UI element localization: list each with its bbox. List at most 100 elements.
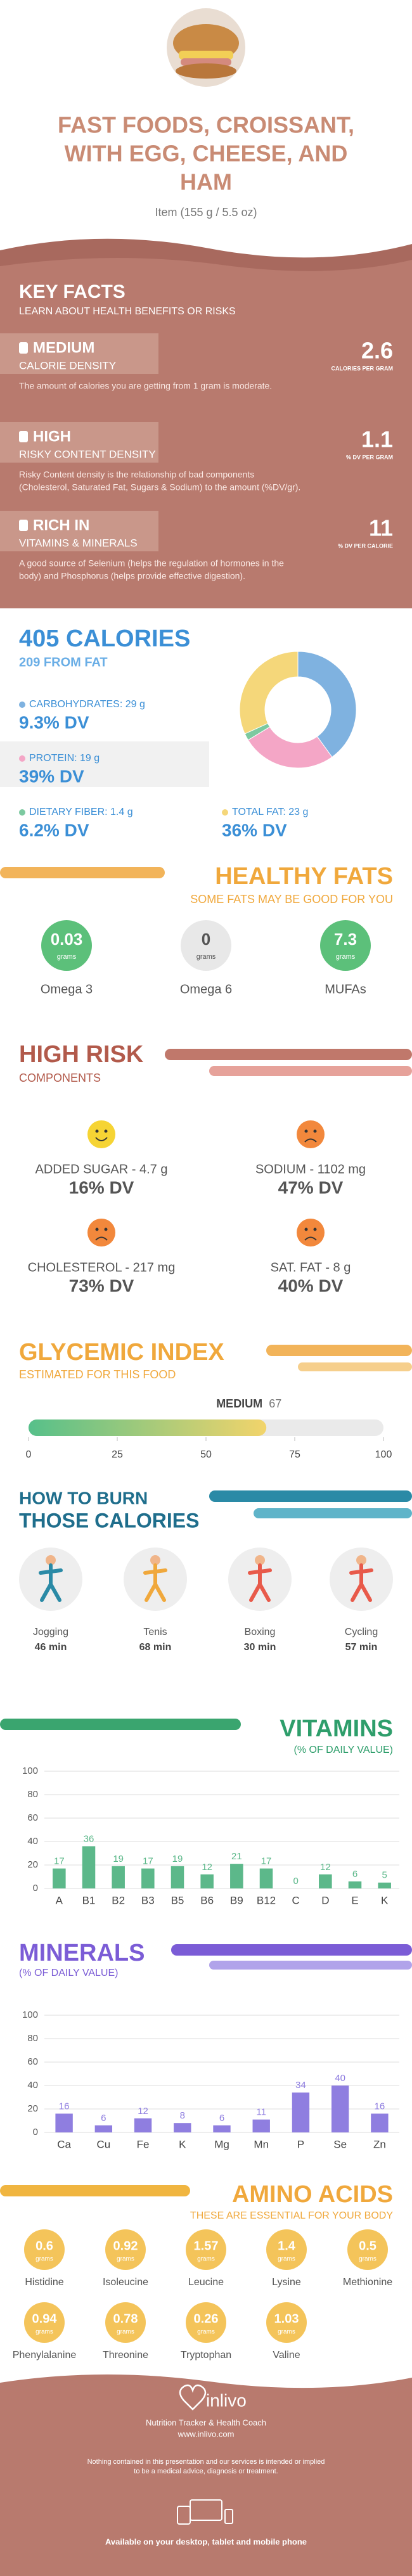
bar	[378, 1882, 391, 1888]
macro-dv: 39% DV	[19, 766, 84, 786]
activity-time: 30 min	[244, 1642, 276, 1653]
eye	[313, 1129, 317, 1133]
value-label: 16	[375, 2101, 385, 2111]
x-tick-label: Mg	[214, 2138, 229, 2150]
bar	[331, 2086, 349, 2132]
logo-heart	[179, 2384, 207, 2411]
croissant-bottom	[176, 63, 236, 79]
section-subtitle: ESTIMATED FOR THIS FOOD	[19, 1368, 176, 1381]
title: FAST FOODS, CROISSANT,	[58, 112, 354, 138]
bar	[259, 1868, 273, 1888]
amino-name: Phenylalanine	[13, 2350, 77, 2361]
amino-value: 0.78	[113, 2312, 138, 2326]
eye	[304, 1129, 308, 1133]
section-subtitle: COMPONENTS	[19, 1072, 101, 1084]
value-label: 12	[320, 1862, 331, 1873]
bar	[200, 1874, 214, 1888]
risk-dv: 40% DV	[278, 1276, 344, 1295]
donut-segment	[297, 651, 357, 758]
activity-name: Boxing	[245, 1627, 276, 1637]
tick-label: 75	[289, 1449, 300, 1460]
amino-unit: grams	[35, 2256, 53, 2263]
eye	[95, 1227, 99, 1231]
x-tick-label: K	[381, 1894, 389, 1906]
x-tick-label: B5	[171, 1894, 184, 1906]
value-label: 19	[113, 1854, 124, 1864]
bar	[141, 1868, 155, 1888]
bar	[230, 1864, 243, 1888]
x-tick-label: B6	[200, 1894, 214, 1906]
gi-value-bar	[29, 1419, 267, 1436]
tick-label: 50	[200, 1449, 212, 1460]
eye	[95, 1129, 99, 1133]
y-tick-label: 60	[27, 1812, 38, 1823]
legend-dot	[222, 809, 228, 816]
value-label: 17	[261, 1856, 272, 1867]
mouth	[304, 1236, 317, 1241]
fact-unit: CALORIES PER GRAM	[331, 365, 393, 371]
x-tick-label: D	[321, 1894, 329, 1906]
section-title: MINERALS	[19, 1940, 145, 1966]
amino-value: 0.6	[35, 2239, 53, 2253]
risk-label: SAT. FAT - 8 g	[271, 1260, 351, 1274]
cheese	[179, 51, 233, 60]
fact-description: (Cholesterol, Saturated Fat, Sugars & So…	[19, 482, 300, 492]
amino-circle	[186, 2302, 226, 2343]
amino-name: Leucine	[188, 2277, 224, 2288]
fact-unit: % DV PER GRAM	[346, 454, 393, 460]
figure-head	[255, 1555, 265, 1565]
figure-head	[46, 1555, 56, 1565]
decor-bar	[298, 1362, 412, 1371]
item-size: Item (155 g / 5.5 oz)	[155, 206, 257, 219]
fact-band	[0, 511, 158, 551]
fact-description: body) and Phosphorus (helps provide effe…	[19, 571, 245, 581]
section-title: GLYCEMIC INDEX	[19, 1339, 224, 1366]
amino-value: 0.92	[113, 2239, 138, 2253]
macro-dv: 36% DV	[222, 820, 287, 840]
x-tick-label: Fe	[137, 2138, 150, 2150]
x-tick-label: B12	[257, 1894, 276, 1906]
section-title: HIGH RISK	[19, 1041, 144, 1068]
amino-circle	[347, 2229, 388, 2270]
x-tick-label: B2	[112, 1894, 125, 1906]
y-tick-label: 80	[27, 2033, 38, 2044]
section-subtitle: THESE ARE ESSENTIAL FOR YOUR BODY	[190, 2210, 393, 2221]
decor-bar	[165, 1049, 412, 1060]
macro-label: TOTAL FAT: 23 g	[232, 807, 308, 817]
activity-name: Tenis	[143, 1627, 167, 1637]
y-tick-label: 100	[22, 1765, 38, 1776]
decor-bar	[0, 2185, 190, 2196]
eye	[313, 1227, 317, 1231]
amino-unit: grams	[117, 2256, 134, 2263]
fact-value: 11	[369, 515, 393, 541]
x-tick-label: C	[292, 1894, 300, 1906]
fat-value: 0	[202, 930, 210, 949]
fact-icon	[19, 431, 28, 442]
legend-dot	[19, 755, 25, 762]
fact-description: A good source of Selenium (helps the reg…	[19, 558, 284, 568]
gi-level: MEDIUM	[216, 1397, 262, 1410]
y-tick-label: 20	[27, 1859, 38, 1870]
value-label: 6	[101, 2113, 106, 2124]
gi-value: 67	[269, 1397, 281, 1410]
bar	[112, 1866, 125, 1888]
amino-circle	[266, 2229, 307, 2270]
decor-bar	[0, 867, 165, 878]
x-tick-label: Se	[333, 2138, 347, 2150]
fact-name: CALORIE DENSITY	[19, 359, 116, 371]
amino-circle	[24, 2229, 65, 2270]
decor-bar	[209, 1961, 412, 1970]
fat-unit: grams	[57, 953, 77, 961]
section-subtitle: (% OF DAILY VALUE)	[294, 1745, 393, 1755]
fat-unit: grams	[336, 953, 356, 961]
tagline: Nutrition Tracker & Health Coach	[146, 2418, 266, 2427]
eye	[104, 1129, 108, 1133]
donut-segment	[239, 651, 299, 734]
figure-head	[356, 1555, 366, 1565]
disclaimer: to be a medical advice, diagnosis or tre…	[134, 2468, 278, 2475]
amino-circle	[186, 2229, 226, 2270]
legend-dot	[19, 702, 25, 708]
x-tick-label: Ca	[57, 2138, 71, 2150]
section-subtitle: (% OF DAILY VALUE)	[19, 1968, 118, 1978]
fat-unit: grams	[196, 953, 216, 961]
